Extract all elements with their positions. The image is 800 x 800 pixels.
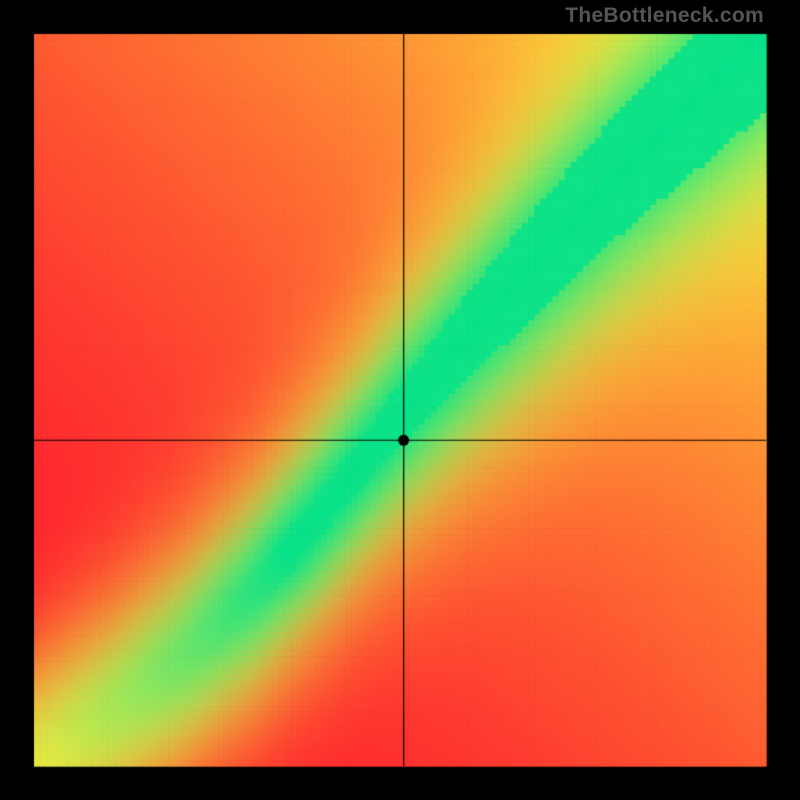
watermark-label: TheBottleneck.com	[565, 4, 764, 28]
chart-container: TheBottleneck.com	[0, 0, 800, 800]
bottleneck-heatmap-canvas	[0, 0, 800, 800]
